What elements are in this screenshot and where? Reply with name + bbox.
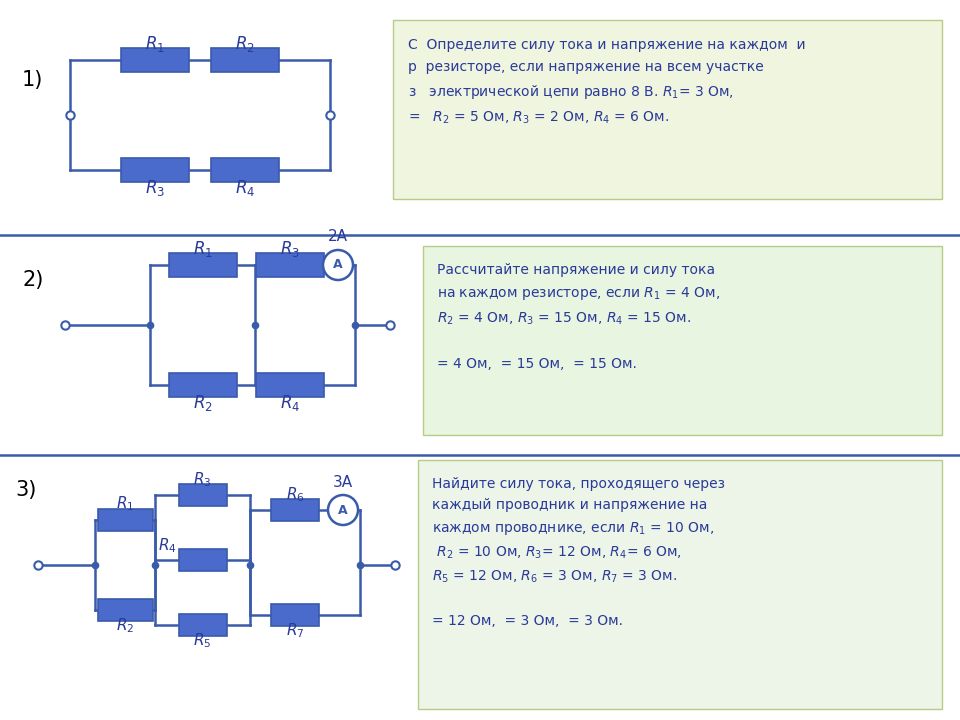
Bar: [121, 48, 189, 72]
Text: $R_4$: $R_4$: [280, 393, 300, 413]
FancyBboxPatch shape: [393, 20, 942, 199]
Bar: [169, 253, 236, 277]
Bar: [271, 499, 319, 521]
Bar: [256, 253, 324, 277]
Text: A: A: [333, 258, 343, 271]
Text: $R_2$: $R_2$: [193, 393, 212, 413]
Bar: [179, 549, 227, 571]
Text: С  Определите силу тока и напряжение на каждом  и
р  резисторе, если напряжение : С Определите силу тока и напряжение на к…: [408, 38, 805, 125]
Text: 2А: 2А: [328, 229, 348, 244]
Bar: [211, 158, 279, 182]
Bar: [169, 373, 236, 397]
Bar: [98, 509, 153, 531]
Text: $R_3$: $R_3$: [193, 471, 212, 490]
Bar: [121, 158, 189, 182]
Bar: [271, 604, 319, 626]
Text: $R_1$: $R_1$: [193, 239, 212, 259]
Text: $R_2$: $R_2$: [235, 34, 255, 54]
Text: $R_4$: $R_4$: [235, 178, 255, 198]
Bar: [179, 484, 227, 506]
Text: Найдите силу тока, проходящего через
каждый проводник и напряжение на
каждом про: Найдите силу тока, проходящего через каж…: [432, 477, 725, 628]
Text: 1): 1): [22, 70, 43, 90]
Text: $R_5$: $R_5$: [193, 631, 211, 650]
Circle shape: [323, 250, 353, 280]
Text: Рассчитайте напряжение и силу тока
на каждом резисторе, если $R_1$ = 4 Ом,
$R_2$: Рассчитайте напряжение и силу тока на ка…: [437, 263, 720, 371]
FancyBboxPatch shape: [418, 460, 942, 709]
Bar: [256, 373, 324, 397]
Text: $R_3$: $R_3$: [280, 239, 300, 259]
Bar: [211, 48, 279, 72]
Text: 2): 2): [22, 270, 43, 290]
Circle shape: [328, 495, 358, 525]
FancyBboxPatch shape: [423, 246, 942, 435]
Text: $R_7$: $R_7$: [286, 621, 304, 640]
Text: $R_4$: $R_4$: [158, 536, 177, 555]
Text: 3): 3): [15, 480, 36, 500]
Text: $R_1$: $R_1$: [145, 34, 165, 54]
Text: $R_6$: $R_6$: [286, 486, 304, 504]
Text: A: A: [338, 503, 348, 516]
Bar: [98, 599, 153, 621]
Text: $R_3$: $R_3$: [145, 178, 165, 198]
Text: 3А: 3А: [333, 475, 353, 490]
Text: $R_2$: $R_2$: [116, 616, 134, 635]
Bar: [179, 614, 227, 636]
Text: $R_1$: $R_1$: [116, 495, 134, 513]
